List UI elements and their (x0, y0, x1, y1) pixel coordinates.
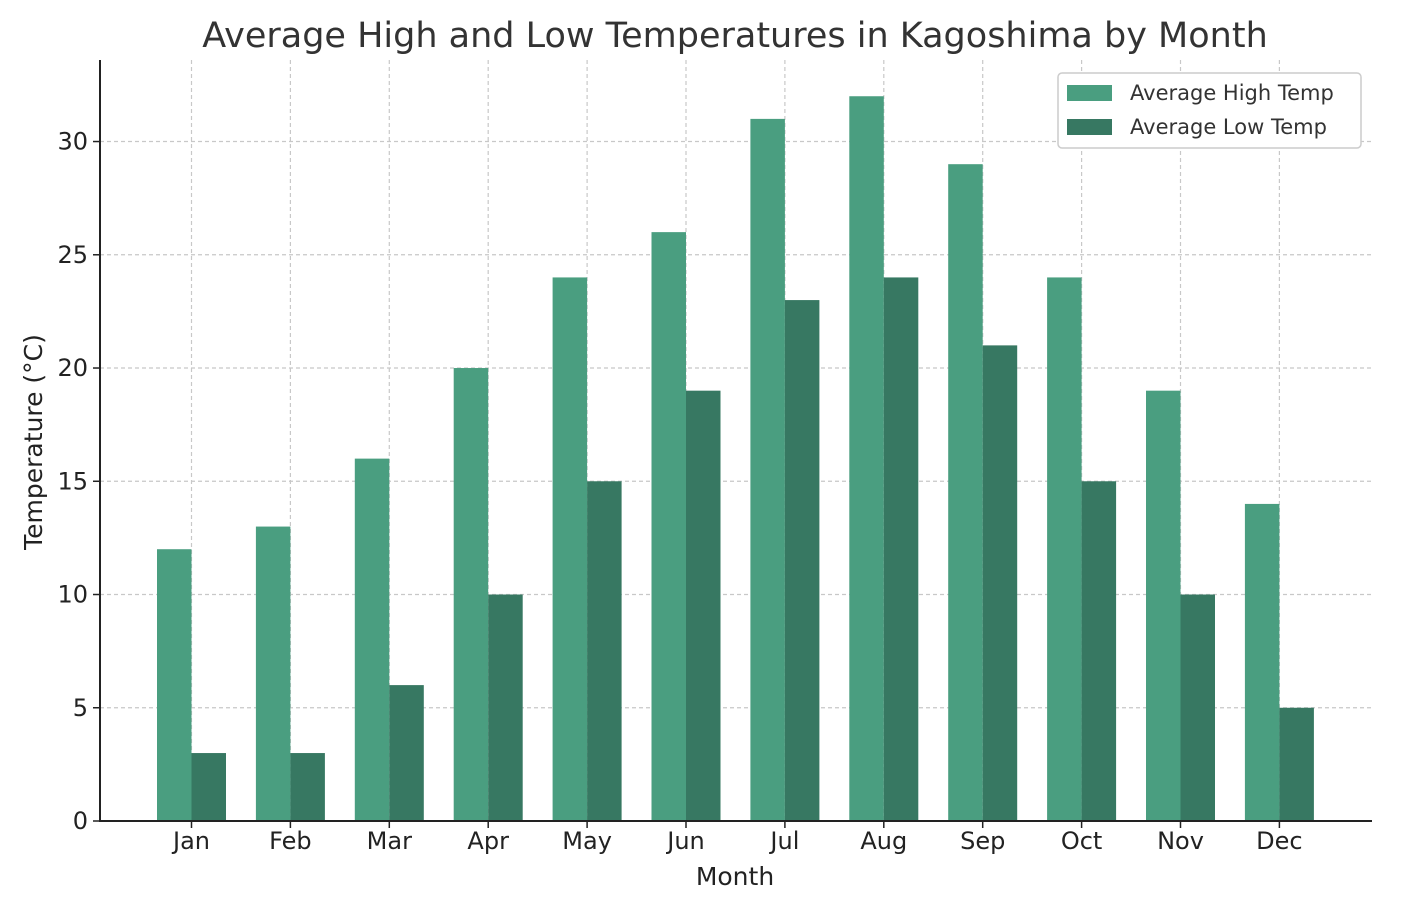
y-tick-label: 5 (73, 694, 88, 722)
bar-low-jan (191, 753, 226, 821)
legend: Average High Temp Average Low Temp (1057, 72, 1362, 149)
legend-label-high: Average High Temp (1130, 81, 1334, 105)
bar-high-jun (651, 232, 686, 821)
x-tick-label: Jan (171, 827, 210, 855)
bar-high-apr (453, 368, 489, 821)
x-axis-ticks: Jan Feb Mar Apr May Jun Jul Aug Sep Oct Nov Dec (171, 821, 1303, 855)
y-tick-label: 25 (57, 241, 88, 269)
y-axis-ticks: 0 5 10 15 20 25 30 (57, 128, 100, 835)
bar-low-jun (686, 390, 721, 821)
x-tick-label: Sep (960, 827, 1005, 855)
bar-low-mar (389, 685, 424, 821)
bar-low-aug (883, 277, 919, 821)
x-tick-label: May (562, 827, 612, 855)
x-tick-label: Mar (367, 827, 412, 855)
bar-high-jul (750, 118, 785, 821)
y-tick-label: 10 (57, 581, 88, 609)
x-tick-label: Feb (269, 827, 312, 855)
x-tick-label: Oct (1061, 827, 1103, 855)
legend-label-low: Average Low Temp (1130, 115, 1327, 139)
y-tick-label: 0 (73, 807, 88, 835)
x-tick-label: Aug (860, 827, 907, 855)
y-tick-label: 20 (57, 354, 88, 382)
bar-low-apr (488, 594, 523, 821)
bar-low-may (587, 481, 622, 821)
bar-high-mar (354, 458, 390, 821)
bar-low-feb (290, 753, 325, 821)
x-tick-label: Apr (467, 827, 509, 855)
bar-high-may (552, 277, 588, 821)
bars (157, 96, 1314, 822)
x-axis-label: Month (696, 862, 774, 891)
bar-low-jul (784, 300, 820, 821)
legend-box (1057, 72, 1362, 149)
bar-high-jan (157, 549, 192, 821)
bar-low-sep (982, 345, 1018, 821)
bar-low-dec (1279, 707, 1314, 821)
legend-swatch-high (1067, 85, 1112, 101)
x-tick-label: Jun (665, 827, 705, 855)
bar-high-aug (849, 96, 884, 821)
x-tick-label: Dec (1256, 827, 1302, 855)
y-tick-label: 30 (57, 128, 88, 156)
x-tick-label: Nov (1157, 827, 1204, 855)
legend-swatch-low (1067, 119, 1112, 135)
bar-high-sep (948, 164, 983, 822)
bar-high-dec (1244, 503, 1280, 821)
bar-low-nov (1180, 594, 1215, 821)
bar-high-nov (1146, 390, 1181, 821)
y-axis-label: Temperature (°C) (19, 334, 48, 551)
bar-low-oct (1081, 481, 1117, 821)
x-tick-label: Jul (768, 827, 799, 855)
y-tick-label: 15 (57, 467, 88, 495)
bar-high-oct (1047, 277, 1082, 821)
bar-high-feb (255, 526, 291, 821)
chart-title: Average High and Low Temperatures in Kag… (202, 16, 1268, 56)
